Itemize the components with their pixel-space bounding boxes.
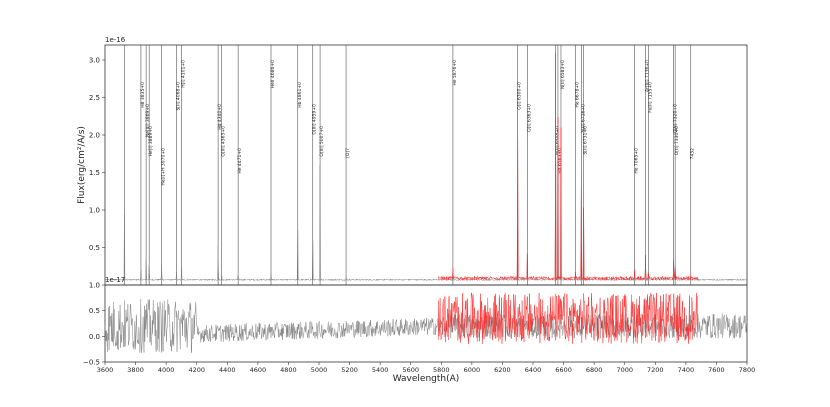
top-line-markers: H8 3835+0Ne[III] 3869+0He[I] 3889+0 He[I]…	[124, 45, 696, 285]
y-tick-label: 2.0	[89, 132, 100, 140]
bottom-spectrum-red	[437, 292, 699, 345]
line-marker-label: S[II] 6731+0	[583, 126, 589, 155]
x-tick-label: 4000	[158, 366, 175, 374]
top-spectrum-red	[437, 53, 699, 281]
x-tick-label: 5200	[341, 366, 358, 374]
line-marker-label: O[III] 4959+0	[312, 104, 318, 135]
line-marker-label: O[I] 6300+0	[517, 82, 523, 110]
x-tick-label: 3800	[127, 366, 144, 374]
top-plot-frame	[104, 44, 748, 286]
y-tick-label: 2.5	[89, 94, 100, 102]
line-marker-label: S[II] 4068+0	[176, 82, 182, 111]
x-tick-label: 7000	[616, 366, 633, 374]
x-tick-label: 7200	[647, 366, 664, 374]
x-axis-label: Wavelength(A)	[393, 374, 460, 384]
x-tick-label: 6800	[586, 366, 603, 374]
line-marker-label: O[II] 7330+0	[674, 126, 680, 155]
x-tick-label: 4800	[280, 366, 297, 374]
line-marker-label: H8 3835+0	[140, 82, 146, 108]
line-marker-label: He[I] 3889+0	[148, 126, 154, 157]
y-tick-label: 0.0	[89, 333, 100, 341]
y-tick-label: −0.5	[83, 359, 100, 367]
x-tick-label: 4200	[188, 366, 205, 374]
x-tick-label: 4400	[219, 366, 236, 374]
line-marker-label: Hg 4340+0	[217, 104, 223, 130]
line-marker-label: H[I] 4101+0	[181, 60, 187, 88]
line-marker-label: Ne[III] 3869+0	[145, 104, 151, 137]
line-marker-label: Ar[III] 7136+0	[645, 60, 651, 92]
line-marker-label: O[III] 5007+0	[319, 126, 325, 157]
x-tick-label: 7800	[739, 366, 756, 374]
bottom-plot-frame	[104, 284, 748, 363]
top-y-ticks: 0.5 1.0 1.5 2.0 2.5 3.0	[89, 57, 105, 252]
bottom-panel: −0.5 0.0 0.5 1.0 3600 3800 4000 4200 4400 4600 48…	[83, 276, 755, 384]
x-tick-label: 4600	[250, 366, 267, 374]
x-tick-label: 5400	[372, 366, 389, 374]
top-spectrum-series	[104, 53, 748, 282]
x-tick-label: 5000	[311, 366, 328, 374]
bottom-y-ticks: −0.5 0.0 0.5 1.0	[83, 282, 105, 367]
line-marker-label: Hb 4861+0	[297, 82, 303, 108]
x-tick-label: 7600	[708, 366, 725, 374]
bottom-residual-series	[104, 292, 748, 353]
line-marker-label: O[I] 6363+0	[526, 104, 532, 132]
line-marker-label: HeII 4686+0	[270, 60, 276, 88]
line-marker-label: He 6678+0	[574, 82, 580, 108]
bottom-exponent-label: 1e-17	[105, 276, 125, 284]
x-tick-label: 6600	[555, 366, 572, 374]
line-marker-label: 7432	[690, 148, 696, 160]
line-marker-label: Fe[II] 7155+0	[647, 82, 653, 113]
y-tick-label: 0.5	[89, 307, 100, 315]
line-marker-label: He[I]+H 3970+0	[161, 148, 167, 186]
x-tick-label: 7400	[678, 366, 695, 374]
x-tick-label: 3600	[97, 366, 114, 374]
top-exponent-label: 1e-16	[105, 36, 126, 44]
y-tick-label: 1.0	[89, 207, 100, 215]
x-tick-label: 6000	[464, 366, 481, 374]
y-tick-label: 1.0	[89, 282, 100, 290]
bottom-spectrum-gray	[104, 299, 748, 353]
x-tick-label: 5800	[433, 366, 450, 374]
line-marker-label: He 7065+0	[634, 148, 640, 174]
x-tick-label: 6200	[494, 366, 511, 374]
line-marker-label: O[II] 7320+0	[673, 104, 679, 133]
y-tick-label: 3.0	[89, 57, 100, 65]
x-tick-label: 6400	[525, 366, 542, 374]
line-marker-label: N[II] 6583+0	[560, 60, 566, 89]
line-marker-label: Ha 6563+0	[557, 148, 563, 174]
x-tick-label: 5600	[402, 366, 419, 374]
line-marker-label: He 4471+0	[237, 148, 243, 174]
x-ticks: 3600 3800 4000 4200 4400 4600 4800 5000 5200 5400…	[97, 362, 756, 374]
y-tick-label: 1.5	[89, 169, 100, 177]
line-marker-label: O[III] 4363+0	[221, 126, 227, 157]
line-marker-label: [O]7	[345, 148, 351, 158]
line-marker-label: He 5876+0	[452, 60, 458, 86]
y-tick-label: 0.5	[89, 244, 100, 252]
y-axis-label: Flux(erg/cm²/A/s)	[77, 126, 87, 204]
top-panel: H8 3835+0Ne[III] 3869+0He[I] 3889+0 He[I]…	[77, 36, 748, 286]
top-spectrum-gray	[104, 55, 748, 282]
